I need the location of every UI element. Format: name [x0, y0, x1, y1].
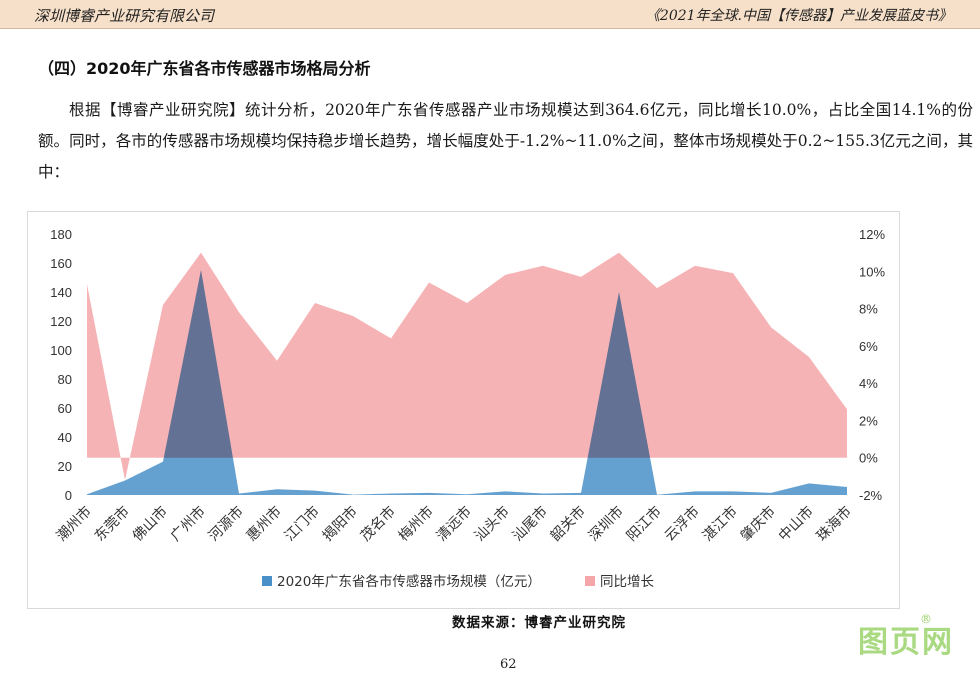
data-source: 数据来源：博睿产业研究院 — [452, 615, 626, 631]
x-category-label: 云浮市 — [661, 503, 703, 545]
y-left-tick-label: 0 — [65, 488, 72, 503]
x-category-label: 东莞市 — [91, 503, 133, 545]
y-left-tick-label: 120 — [50, 314, 72, 329]
legend-swatch-market-size — [262, 576, 272, 586]
x-category-label: 揭阳市 — [319, 503, 361, 545]
x-category-label: 江门市 — [281, 503, 323, 545]
y-left-tick-label: 20 — [58, 459, 72, 474]
y-right-tick-label: 12% — [859, 227, 885, 242]
registered-mark-icon: ® — [920, 612, 932, 626]
x-category-label: 阳江市 — [623, 503, 665, 545]
y-left-tick-label: 40 — [58, 430, 72, 445]
x-category-label: 梅州市 — [395, 503, 437, 545]
header-book-title: 《2021年全球.中国【传感器】产业发展蓝皮书》 — [645, 8, 952, 24]
y-left-tick-label: 100 — [50, 343, 72, 358]
chart-container: 0 20 40 60 80 100 120 140 160 180 -2% 0% 2% 4% 6% 8% 10%… — [27, 211, 900, 609]
y-right-tick-label: 8% — [859, 302, 878, 317]
y-right-tick-label: 0% — [859, 451, 878, 466]
x-category-label: 中山市 — [775, 503, 817, 545]
header-divider — [0, 28, 980, 29]
header-company: 深圳博睿产业研究有限公司 — [34, 7, 215, 25]
legend-label-market-size: 2020年广东省各市传感器市场规模（亿元） — [277, 573, 541, 590]
x-category-label: 清远市 — [433, 503, 475, 545]
y-left-tick-label: 80 — [58, 372, 72, 387]
y-right-tick-label: 10% — [859, 264, 885, 279]
x-category-label: 茂名市 — [357, 503, 399, 545]
watermark-logo: 图页网 — [858, 625, 954, 660]
page-header: 深圳博睿产业研究有限公司 《2021年全球.中国【传感器】产业发展蓝皮书》 — [0, 0, 980, 28]
body-paragraph: 根据【博睿产业研究院】统计分析，2020年广东省传感器产业市场规模达到364.6… — [38, 101, 973, 181]
legend-label-growth: 同比增长 — [600, 574, 654, 590]
y-left-tick-label: 180 — [50, 227, 72, 242]
page-number: 62 — [500, 657, 517, 672]
y-right-tick-label: -2% — [859, 488, 883, 503]
series-area-growth — [87, 252, 847, 481]
y-left-tick-label: 60 — [58, 401, 72, 416]
legend-swatch-growth — [585, 576, 595, 586]
y-right-tick-label: 6% — [859, 339, 878, 354]
y-right-tick-label: 4% — [859, 376, 878, 391]
y-left-tick-label: 140 — [50, 285, 72, 300]
series-area-market-size — [87, 269, 847, 495]
y-right-tick-label: 2% — [859, 413, 878, 428]
x-category-label: 佛山市 — [129, 503, 171, 545]
x-category-label: 深圳市 — [585, 503, 627, 545]
section-title: （四）2020年广东省各市传感器市场格局分析 — [38, 59, 371, 78]
x-category-label: 汕头市 — [471, 503, 513, 545]
x-category-label: 湛江市 — [699, 503, 741, 545]
x-category-label: 惠州市 — [243, 503, 285, 545]
x-category-label: 韶关市 — [547, 503, 589, 545]
y-left-tick-label: 160 — [50, 256, 72, 271]
x-category-label: 汕尾市 — [509, 503, 551, 545]
x-category-label: 潮州市 — [53, 503, 95, 545]
x-category-label: 广州市 — [167, 503, 209, 545]
x-category-label: 肇庆市 — [737, 503, 779, 545]
market-chart: 0 20 40 60 80 100 120 140 160 180 -2% 0% 2% 4% 6% 8% 10%… — [50, 227, 885, 590]
x-category-label: 河源市 — [205, 503, 247, 545]
x-category-label: 珠海市 — [813, 503, 855, 545]
